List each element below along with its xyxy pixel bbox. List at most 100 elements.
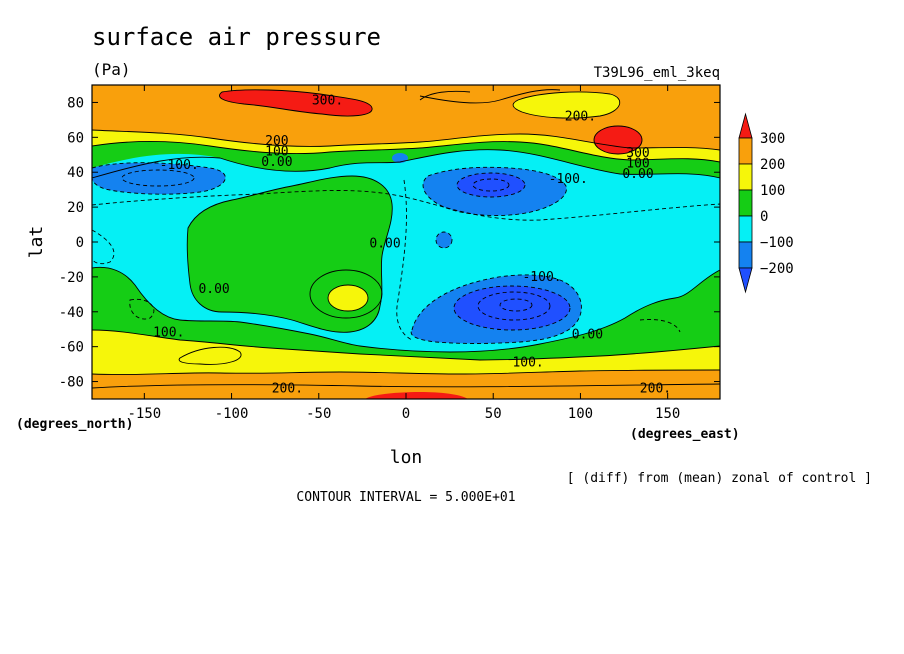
x-tick-label: 150 bbox=[655, 406, 680, 422]
contour-line bbox=[92, 129, 720, 151]
contour-line bbox=[327, 284, 369, 312]
contour-label: 0.00 bbox=[572, 327, 603, 342]
colorbar-arrow-top bbox=[738, 112, 753, 139]
region-blue-small-2 bbox=[392, 153, 408, 163]
contour-label: 300. bbox=[312, 94, 343, 109]
y-tick-label: 60 bbox=[67, 130, 84, 146]
y-axis-units: (degrees_north) bbox=[16, 417, 133, 432]
contour-label: 0.00 bbox=[369, 237, 400, 252]
y-tick-label: -20 bbox=[59, 270, 84, 286]
contour-line bbox=[593, 125, 643, 155]
y-tick-label: 0 bbox=[76, 235, 84, 251]
contour-line bbox=[499, 298, 533, 312]
region-blue-small-1 bbox=[436, 232, 452, 248]
y-tick-label: -40 bbox=[59, 305, 84, 321]
contour-line bbox=[422, 166, 567, 216]
region-yellow-northeast bbox=[513, 92, 620, 119]
x-tick-label: -150 bbox=[127, 406, 161, 422]
y-tick-label: 40 bbox=[67, 165, 84, 181]
contour-label: 100 bbox=[626, 157, 649, 172]
region-blue-northwest bbox=[92, 162, 226, 195]
contour-line bbox=[92, 266, 720, 353]
contour-line bbox=[219, 89, 373, 117]
x-axis-label: lon bbox=[390, 447, 423, 468]
region-yellow-blob bbox=[328, 285, 368, 311]
region-red-northeast bbox=[594, 126, 642, 154]
y-axis-label: lat bbox=[26, 226, 47, 259]
contour-line bbox=[186, 175, 393, 333]
contour-line bbox=[396, 179, 413, 341]
contour-label: -100. bbox=[160, 158, 199, 173]
contour-line bbox=[92, 162, 226, 195]
contour-label: 300 bbox=[626, 146, 649, 161]
contour-label: 100 bbox=[265, 144, 288, 159]
contour-line bbox=[92, 190, 720, 221]
colorbar-label: −100 bbox=[760, 235, 794, 251]
contour-label: 200 bbox=[265, 134, 288, 149]
contour-line bbox=[472, 178, 510, 192]
contour-line bbox=[92, 369, 720, 376]
colorbar-label: 0 bbox=[760, 209, 768, 225]
contour-label: 0.00 bbox=[198, 282, 229, 297]
colorbar-segment bbox=[738, 137, 753, 165]
band-south-orange bbox=[92, 370, 720, 399]
contour-field: 300.200.2001000.00-100.-100.3001000.000.… bbox=[92, 85, 720, 399]
contour-labels: 300.200.2001000.00-100.-100.3001000.000.… bbox=[153, 94, 671, 397]
units-label: (Pa) bbox=[92, 60, 131, 79]
colorbar-label: 100 bbox=[760, 183, 785, 199]
contour-line bbox=[453, 285, 571, 331]
contour-label: 0.00 bbox=[261, 155, 292, 170]
contour-line bbox=[410, 274, 582, 344]
contour-label: 100. bbox=[512, 355, 543, 370]
contour-line bbox=[419, 89, 561, 104]
contour-line bbox=[92, 383, 720, 389]
contour-label: -100. bbox=[549, 172, 588, 187]
x-tick-label: -50 bbox=[306, 406, 331, 422]
dashed-contours bbox=[92, 162, 720, 344]
colorbar-label: 300 bbox=[760, 131, 785, 147]
contour-label: 0.00 bbox=[622, 167, 653, 182]
difference-note: [ (diff) from (mean) zonal of control ] bbox=[567, 471, 872, 486]
contour-line bbox=[129, 298, 155, 320]
contour-interval-label: CONTOUR INTERVAL = 5.000E+01 bbox=[296, 490, 515, 505]
y-tick-label: -80 bbox=[59, 375, 84, 391]
chart-title: surface air pressure bbox=[92, 23, 381, 51]
x-axis-units: (degrees_east) bbox=[630, 427, 740, 442]
contour-line bbox=[477, 291, 551, 321]
colorbar-arrow-bottom bbox=[738, 267, 753, 294]
region-blue-small-3 bbox=[430, 327, 444, 337]
contour-label: 200. bbox=[272, 382, 303, 397]
colorbar-label: 200 bbox=[760, 157, 785, 173]
colorbar-segment bbox=[738, 163, 753, 191]
y-tick-label: -60 bbox=[59, 340, 84, 356]
region-red-south bbox=[365, 392, 468, 399]
y-tick-label: 20 bbox=[67, 200, 84, 216]
contour-label: 200. bbox=[640, 382, 671, 397]
contour-label: -100. bbox=[522, 270, 561, 285]
x-tick-label: 100 bbox=[568, 406, 593, 422]
x-axis-ticks: -150 -100 -50 0 50 100 150 bbox=[127, 85, 680, 422]
x-tick-label: 50 bbox=[485, 406, 502, 422]
contour-line bbox=[92, 329, 720, 361]
colorbar-segment bbox=[738, 215, 753, 243]
y-tick-label: 80 bbox=[67, 95, 84, 111]
x-tick-label: -100 bbox=[215, 406, 249, 422]
contour-line bbox=[92, 141, 720, 163]
colorbar-segment bbox=[738, 189, 753, 217]
colorbar-segment bbox=[738, 241, 753, 269]
contour-line bbox=[309, 269, 383, 319]
region-darkblue-north-central bbox=[457, 173, 525, 197]
contour-line bbox=[92, 149, 720, 179]
contour-line bbox=[178, 346, 242, 365]
contour-line bbox=[92, 229, 115, 265]
contour-line bbox=[512, 91, 621, 119]
contour-line bbox=[456, 172, 526, 198]
colorbar-label: −200 bbox=[760, 261, 794, 277]
colorbar: 300 200 100 0 −100 −200 bbox=[738, 112, 794, 294]
contour-line bbox=[121, 169, 195, 187]
x-tick-label: 0 bbox=[402, 406, 410, 422]
experiment-label: T39L96_eml_3keq bbox=[594, 65, 720, 81]
contour-label: 200. bbox=[565, 109, 596, 124]
